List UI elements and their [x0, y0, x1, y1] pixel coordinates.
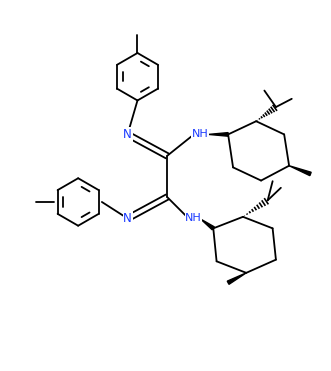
Polygon shape: [208, 132, 228, 136]
Polygon shape: [289, 166, 311, 175]
Text: NH: NH: [192, 129, 209, 139]
Text: N: N: [123, 212, 132, 225]
Polygon shape: [201, 219, 214, 230]
Polygon shape: [227, 273, 246, 284]
Text: N: N: [123, 128, 132, 141]
Text: NH: NH: [185, 213, 202, 223]
